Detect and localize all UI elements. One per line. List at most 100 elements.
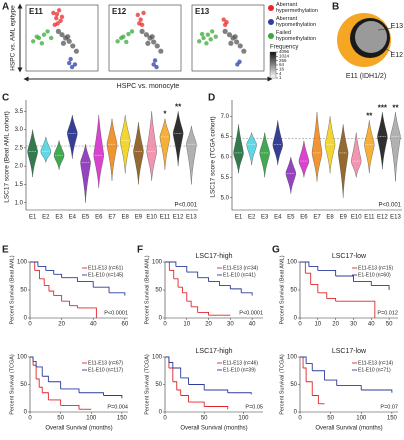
scatter-point: [204, 41, 209, 46]
scatter-point: [70, 43, 76, 49]
y-tick-label: 0: [24, 410, 28, 416]
legend-label: E1-E10 (n=41): [223, 272, 256, 278]
scatter-point: [67, 60, 72, 66]
y-tick-label: 1.5: [15, 182, 24, 188]
x-tick-label: 20: [58, 322, 65, 328]
survival-step: [188, 401, 205, 407]
scatter-point: [234, 39, 240, 45]
colorbar: [269, 51, 277, 79]
p-value: P=0.05: [245, 404, 263, 410]
scatter-point: [73, 48, 79, 54]
scatter-point: [152, 58, 158, 63]
survival-step: [191, 306, 199, 313]
legend-item: Aberrant hypermethylation: [276, 2, 318, 14]
legend-label: E11-E13 (n=14): [358, 360, 393, 366]
survival-step: [165, 261, 177, 267]
scatter-point: [199, 31, 205, 37]
scatter-point: [52, 22, 57, 27]
scatter-point: [221, 17, 226, 22]
scatter-point: [222, 28, 228, 34]
survival-step: [241, 292, 253, 296]
survival-step: [44, 285, 50, 292]
scatter-point: [54, 16, 59, 21]
scatter-point: [31, 39, 36, 44]
scatter-point: [205, 32, 211, 37]
colorbar-tick-label: 1024: [279, 54, 290, 59]
violin: [67, 114, 78, 159]
violin: [311, 112, 323, 182]
scatter-point: [39, 41, 45, 46]
survival-step: [305, 272, 312, 285]
x-tick-label: E7: [108, 215, 116, 221]
survival-step: [324, 379, 338, 386]
chart-title: LSC17-high: [196, 348, 233, 355]
p-value: P<0.001: [378, 203, 401, 209]
colorbar-tick-label: 64: [279, 62, 285, 67]
survival-step: [53, 295, 63, 302]
p-value: P<0.0001: [239, 310, 263, 316]
scatter-panel: [191, 4, 265, 72]
x-tick-label: E4: [69, 215, 77, 221]
survival-step: [69, 305, 78, 308]
x-tick-label: 10: [183, 322, 190, 328]
survival-step: [188, 384, 205, 390]
x-tick-label: E1: [29, 215, 37, 221]
y-axis-label: LSC17 score (TCGA cohort): [210, 116, 217, 197]
survival-step: [371, 285, 390, 290]
panel-letter: F: [137, 245, 143, 256]
legend-item: Aberrant hypomethylation: [276, 16, 316, 28]
x-tick-label: 0: [28, 322, 32, 328]
y-tick-label: 5.0: [221, 195, 230, 201]
x-tick-label: 40: [368, 322, 375, 328]
violin: [133, 122, 144, 185]
scatter-point: [241, 48, 247, 54]
x-tick-label: E3: [55, 215, 63, 221]
scatter-point: [49, 35, 54, 41]
p-value: P=0.004: [107, 404, 128, 410]
x-tick-label: 50: [386, 322, 393, 328]
violin: [377, 112, 388, 170]
panel-title: E12: [112, 7, 127, 16]
y-axis-label: Percent Survival (TCGA): [279, 354, 285, 415]
y-axis-label: Percent Survival (Beat AML): [144, 255, 150, 324]
legend-label: E11-E13 (n=15): [358, 265, 393, 271]
scatter-point: [34, 34, 39, 39]
legend-label: E1-E10 (n=60): [358, 272, 391, 278]
survival-step: [36, 378, 40, 388]
survival-step: [308, 266, 319, 271]
survival-step: [230, 288, 242, 293]
survival-step: [300, 356, 307, 364]
y-axis-label: LSC17 score (Beat AML cohort): [4, 111, 11, 203]
x-tick-label: 100: [86, 416, 97, 422]
scatter-point: [45, 29, 50, 34]
scatter-point: [151, 62, 156, 67]
legend-marker: [268, 33, 274, 39]
survival-step: [48, 290, 55, 296]
colorbar-tick-label: 256: [279, 58, 287, 63]
survival-step: [353, 281, 372, 286]
legend-label: E1-E10 (n=71): [358, 367, 391, 373]
y-tick-label: 100: [17, 260, 28, 266]
y-tick-label: 50: [290, 288, 297, 294]
scatter-point: [149, 34, 155, 40]
y-axis-label: Percent Survival (TCGA): [144, 354, 150, 415]
scatter-point: [59, 14, 65, 20]
survival-step: [61, 277, 78, 282]
scatter-point: [129, 29, 135, 34]
colorbar-tick-label: 4096: [279, 49, 290, 54]
scatter-point: [65, 34, 71, 40]
survival-step: [361, 389, 393, 393]
x-tick-label: E13: [390, 215, 401, 221]
y-axis-label: Percent Survival (Beat AML): [279, 255, 285, 324]
violin: [246, 132, 257, 166]
x-tick-label: 0: [298, 322, 302, 328]
survival-step: [48, 381, 62, 389]
scatter-point: [141, 10, 146, 16]
x-axis-label: Overall Survival (months): [180, 426, 247, 432]
x-tick-label: 0: [163, 416, 167, 422]
y-axis-label: Percent Survival (TCGA): [9, 354, 15, 415]
survival-step: [169, 269, 175, 279]
violin: [80, 144, 91, 203]
survival-step: [204, 406, 229, 410]
axis: [25, 100, 198, 211]
